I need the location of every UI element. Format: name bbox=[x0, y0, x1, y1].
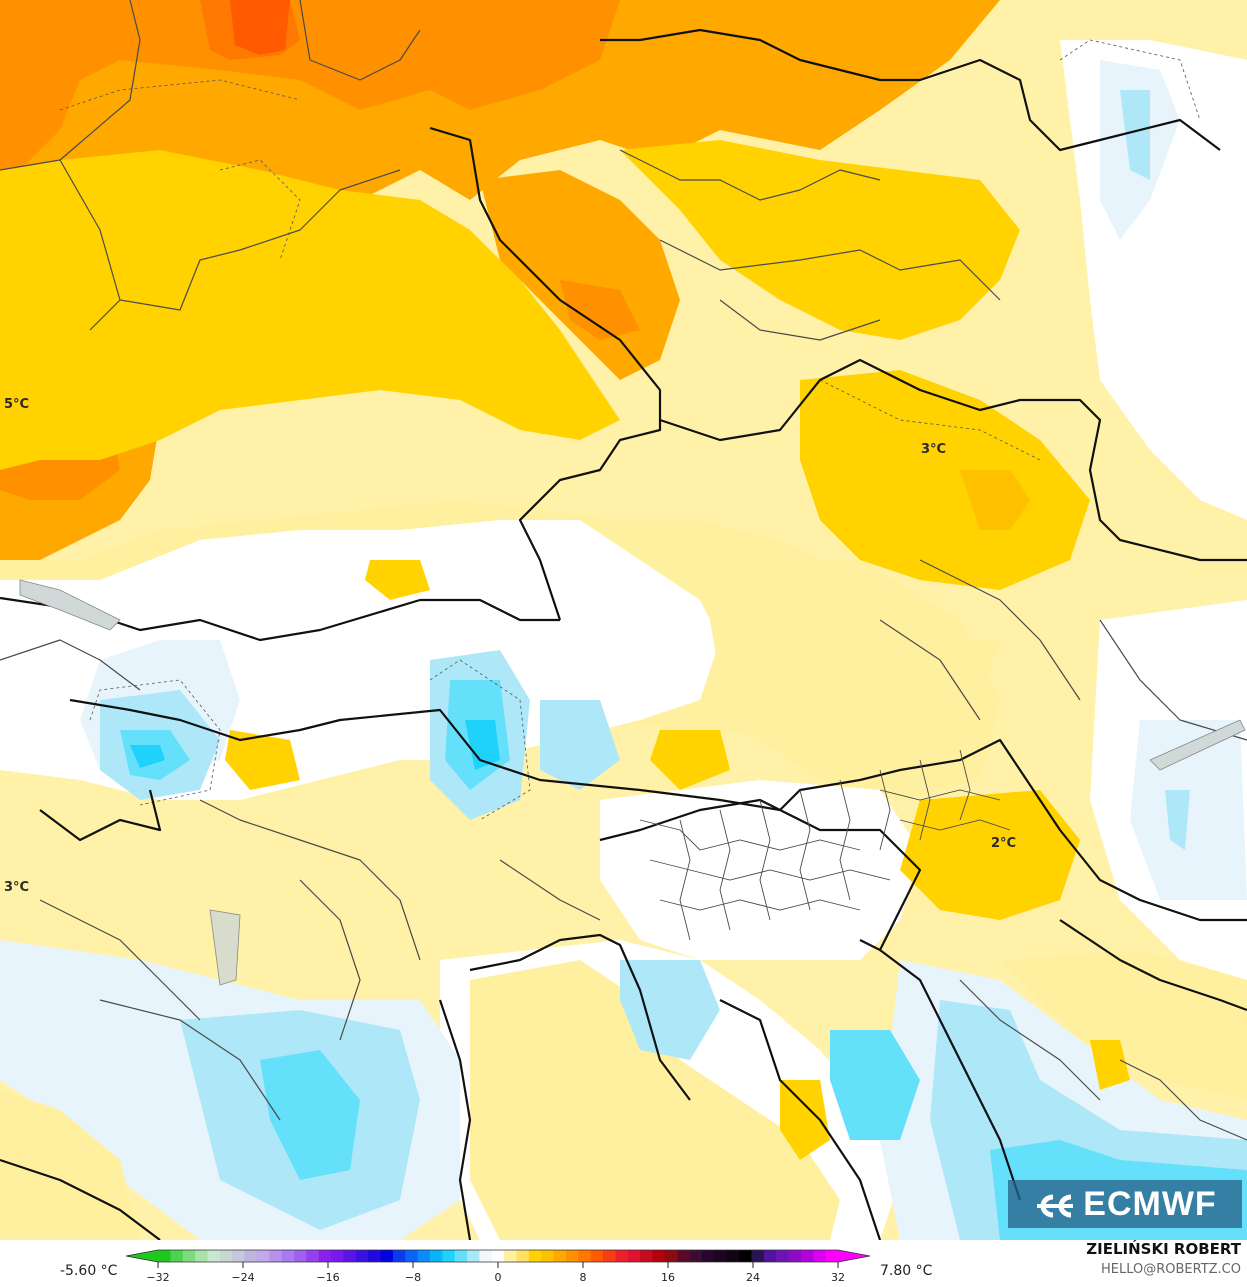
map-label-temp: 5°C bbox=[4, 397, 30, 412]
ecmwf-logo-text: ECMWF bbox=[1083, 1184, 1217, 1223]
author-email: HELLO@ROBERTZ.CO bbox=[1100, 1262, 1241, 1277]
colorbar-tick-label: 24 bbox=[746, 1271, 760, 1284]
author-name: ZIELIŃSKI ROBERT bbox=[1086, 1240, 1241, 1258]
ecmwf-logo-icon bbox=[1033, 1190, 1077, 1218]
legend-min-value: -5.60 °C bbox=[60, 1263, 118, 1279]
colorbar-tick-label: −32 bbox=[146, 1271, 170, 1284]
map-label-temp: 2°C bbox=[991, 836, 1017, 851]
legend-max-value: 7.80 °C bbox=[880, 1263, 933, 1279]
colorbar-tick-label: 8 bbox=[579, 1271, 587, 1284]
colorbar-tick-label: 16 bbox=[661, 1271, 675, 1284]
colorbar-tick-label: 0 bbox=[494, 1271, 502, 1284]
ecmwf-logo: ECMWF bbox=[1008, 1180, 1242, 1228]
colorbar-tick-label: 32 bbox=[831, 1271, 845, 1284]
colorbar-tick-label: −16 bbox=[316, 1271, 340, 1284]
colorbar-tick-label: −8 bbox=[404, 1271, 422, 1284]
map-label-temp: 3°C bbox=[921, 442, 947, 457]
colorbar-tick-label: −24 bbox=[231, 1271, 255, 1284]
colorbar bbox=[125, 1249, 871, 1268]
map-label-temp: 3°C bbox=[4, 880, 30, 895]
temperature-map bbox=[0, 0, 1247, 1240]
colorbar-legend: -5.60 °C −32 −24 −16 −8 0 8 16 24 32 7.80 °C ZIE… bbox=[0, 1240, 1247, 1287]
